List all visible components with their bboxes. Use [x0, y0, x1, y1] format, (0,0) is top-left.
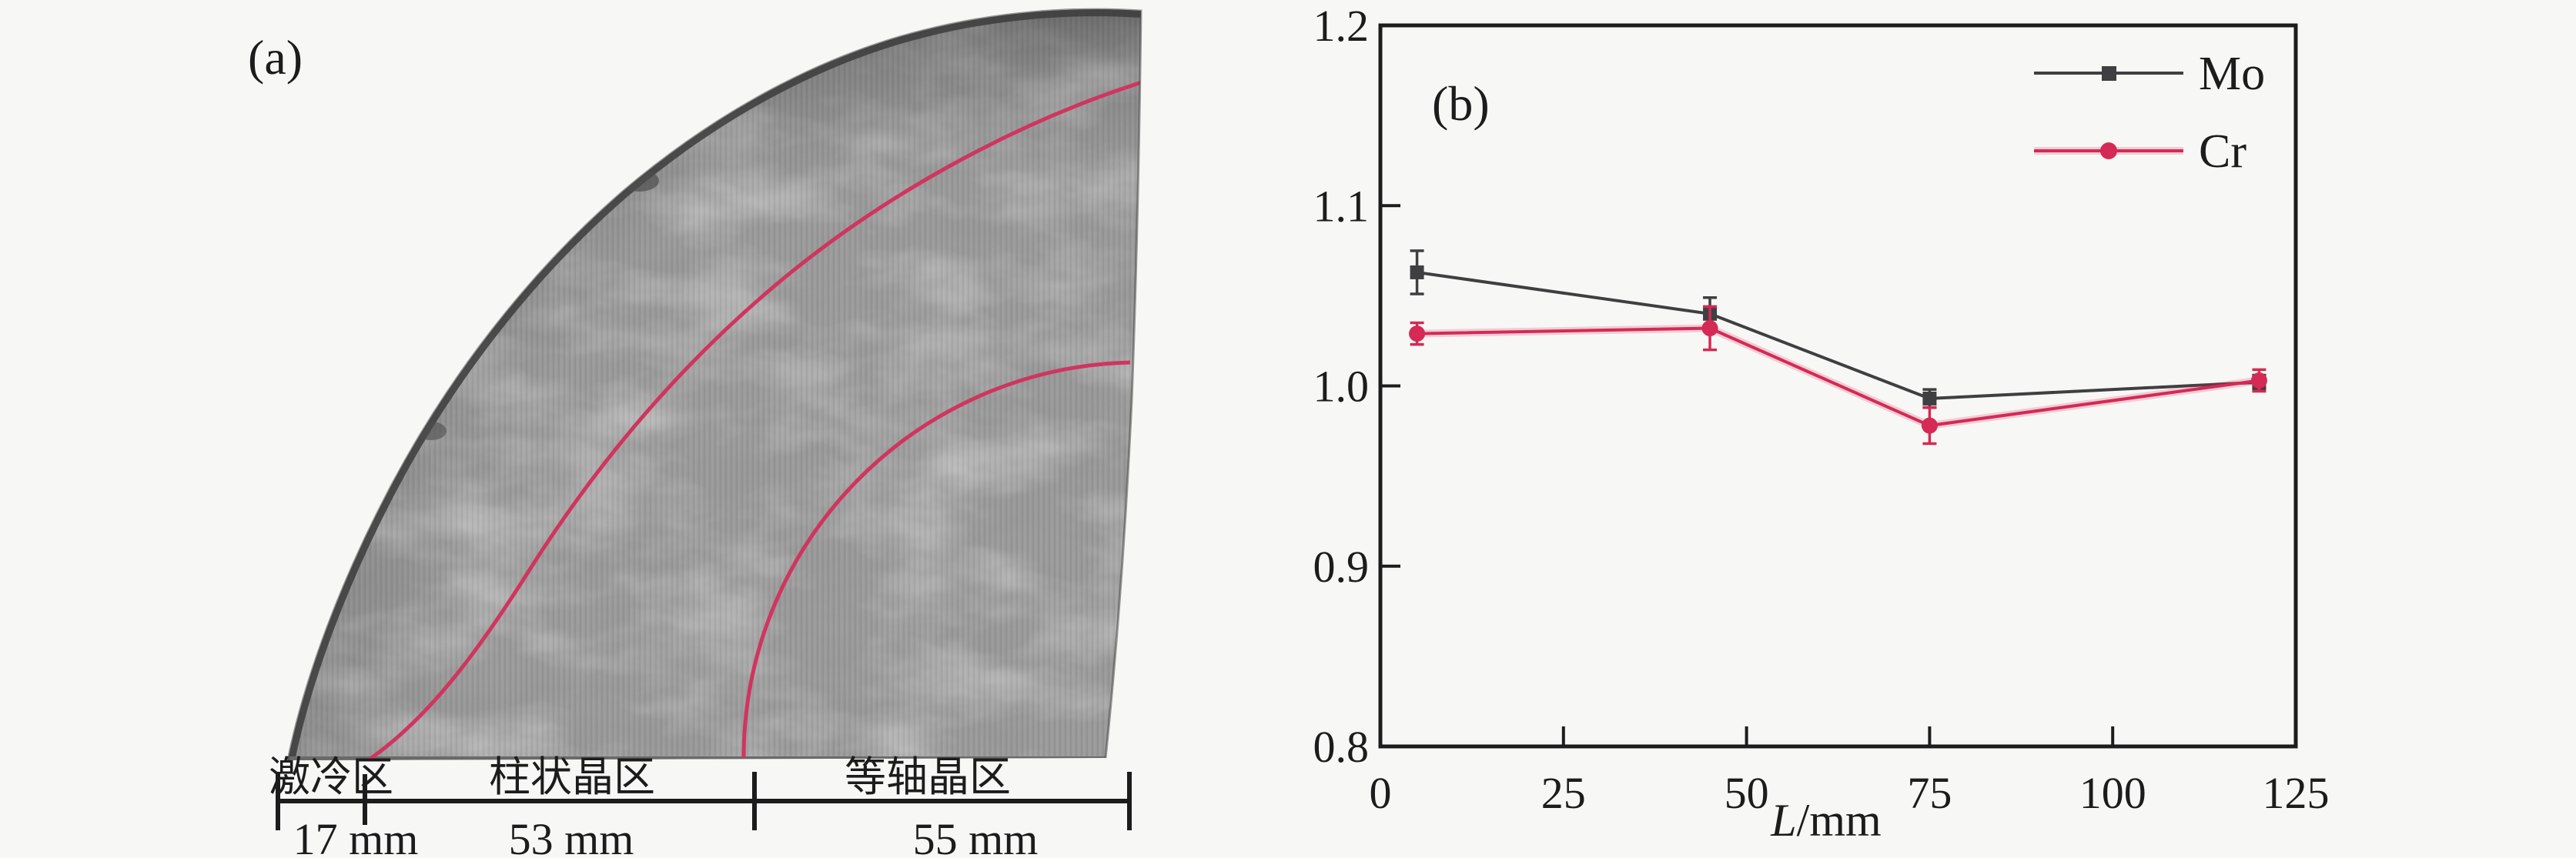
cr-series-halo	[1417, 324, 2260, 430]
zone-boundary-arc-outer	[366, 78, 1141, 760]
x-axis-tick-label: 25	[1541, 768, 1586, 818]
legend-item-cr: Cr	[2034, 125, 2246, 178]
chart-plot-area: 0 25 50 75 100 125 0.8 0.9 1.0 1.1 1.2	[1313, 1, 2330, 818]
panel-b: 0 25 50 75 100 125 0.8 0.9 1.0 1.1 1.2 (b) 偏析度 L/m…	[1278, 1, 2330, 846]
panel-a: (a) 激冷区 柱状晶区 等轴晶区 17 mm 53 mm 55 mm	[248, 8, 1142, 858]
zone-length-columnar: 53 mm	[509, 814, 634, 858]
y-axis-tick-label: 1.1	[1313, 181, 1370, 231]
x-axis-tick-label: 0	[1370, 768, 1392, 818]
legend: Mo Cr	[2034, 48, 2265, 178]
mo-data-point	[1410, 265, 1424, 279]
cr-data-point	[2250, 372, 2267, 389]
y-axis-title: 偏析度	[1278, 305, 1282, 457]
x-axis-title: L/mm	[1770, 795, 1881, 846]
zone-length-equiaxed: 55 mm	[913, 814, 1039, 858]
x-axis-tick-label: 75	[1907, 768, 1952, 818]
cr-legend-marker	[2100, 142, 2117, 159]
legend-item-mo: Mo	[2034, 48, 2265, 100]
panel-a-label: (a)	[248, 30, 303, 85]
y-axis-tick-label: 1.2	[1313, 1, 1370, 51]
x-axis-tick-label: 125	[2263, 768, 2330, 818]
scale-ruler	[276, 772, 1132, 830]
zone-label-columnar: 柱状晶区	[489, 754, 655, 800]
cr-legend-label: Cr	[2199, 125, 2246, 178]
y-axis-tick-label: 0.9	[1313, 542, 1370, 592]
mo-legend-label: Mo	[2199, 48, 2265, 100]
zone-boundary-arc-inner	[741, 360, 1131, 759]
mo-legend-marker	[2102, 66, 2116, 81]
cr-series-line	[1417, 326, 2260, 428]
x-axis-title-unit: /mm	[1797, 795, 1882, 846]
zone-label-equiaxed: 等轴晶区	[845, 754, 1011, 800]
mo-data-point	[1922, 391, 1937, 406]
y-axis-tick-label: 0.8	[1313, 722, 1370, 772]
x-axis-title-variable: L	[1770, 795, 1796, 846]
metallograph-image	[288, 9, 1141, 760]
zone-length-chill: 17 mm	[293, 814, 419, 858]
x-axis-tick-label: 50	[1725, 768, 1769, 818]
x-axis-tick-label: 100	[2079, 768, 2146, 818]
mo-series-line	[1417, 270, 2260, 400]
cr-data-point	[1409, 326, 1426, 342]
panel-b-label: (b)	[1432, 76, 1490, 131]
zone-label-chill: 激冷区	[269, 754, 393, 800]
y-axis-tick-label: 1.0	[1313, 362, 1370, 412]
cr-data-point	[1921, 417, 1938, 434]
sample-outline	[286, 8, 1142, 761]
cr-data-point	[1701, 320, 1718, 337]
